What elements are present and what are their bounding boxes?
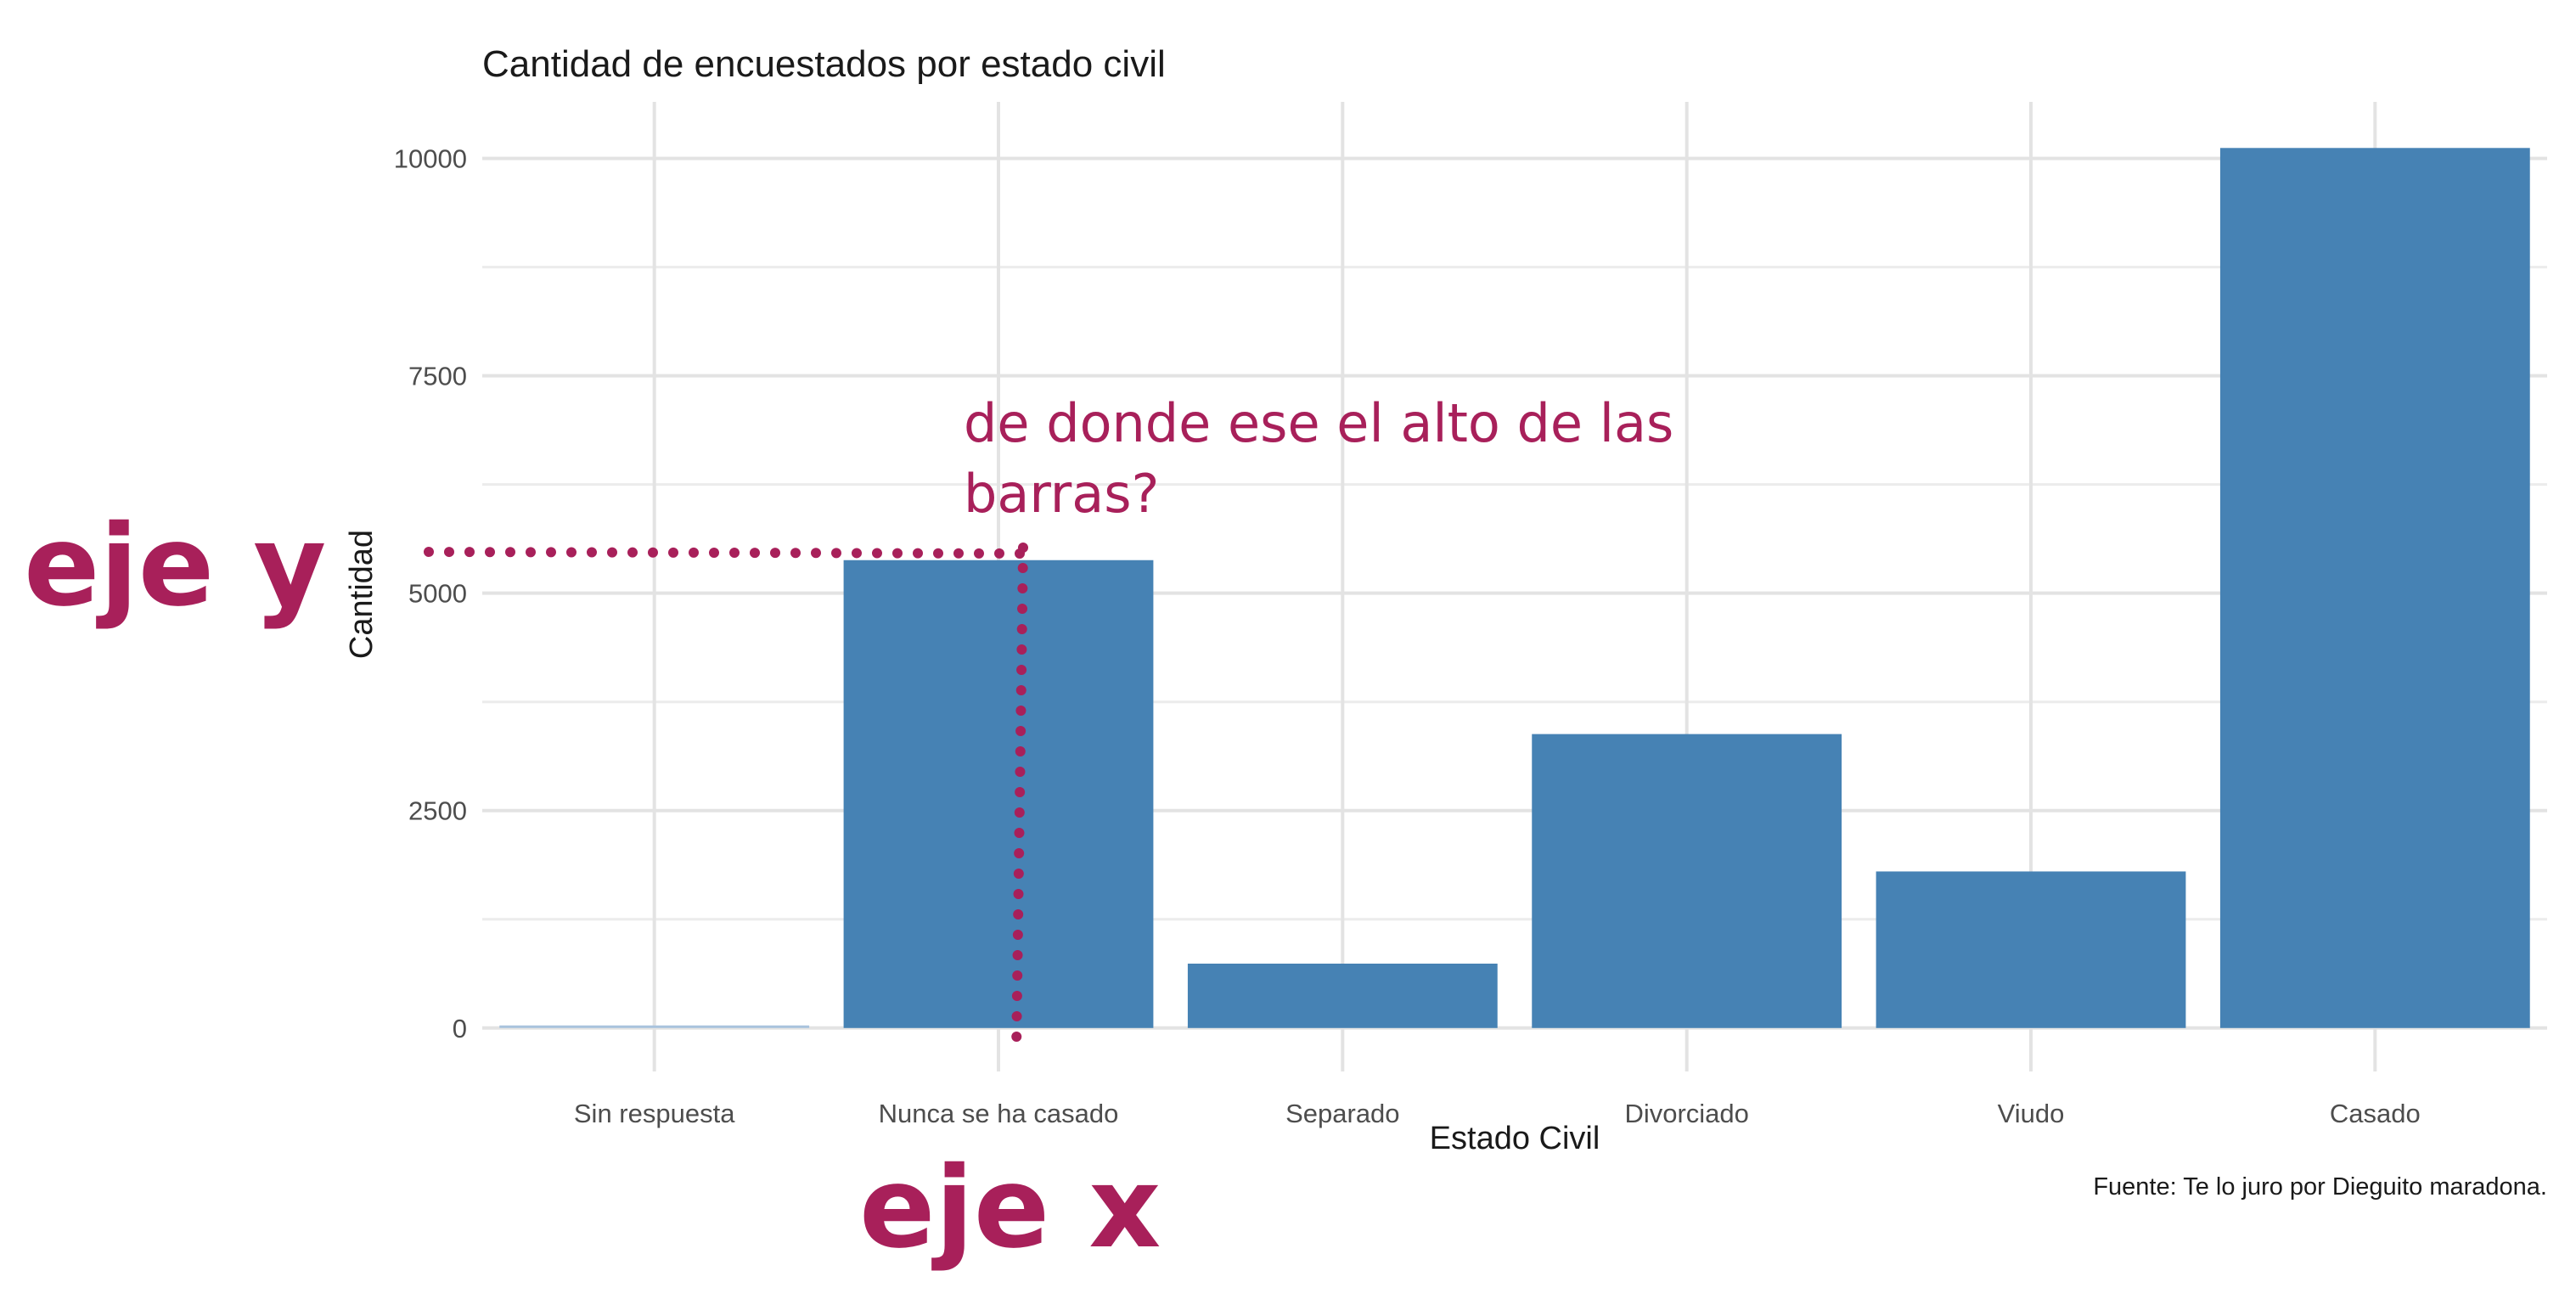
y-guide-dotted-line bbox=[424, 547, 1028, 559]
bar bbox=[499, 1025, 810, 1028]
x-tick-label: Viudo bbox=[1998, 1099, 2065, 1128]
bar bbox=[843, 560, 1154, 1028]
eje-y-annotation: eje y bbox=[24, 501, 326, 632]
x-guide-dotted-line bbox=[1011, 543, 1028, 1058]
eje-x-annotation: eje x bbox=[859, 1143, 1161, 1274]
y-tick-label: 5000 bbox=[408, 579, 467, 609]
x-axis-title: Estado Civil bbox=[1430, 1121, 1600, 1156]
bar-series bbox=[499, 148, 2530, 1028]
x-tick-label: Nunca se ha casado bbox=[879, 1099, 1119, 1128]
minor-gridlines bbox=[482, 266, 2547, 921]
source-caption: Fuente: Te lo juro por Dieguito maradona… bbox=[2093, 1173, 2547, 1201]
x-tick-label: Casado bbox=[2330, 1099, 2421, 1128]
y-tick-label: 2500 bbox=[408, 796, 467, 826]
bar bbox=[1187, 963, 1498, 1028]
bar bbox=[2219, 148, 2530, 1028]
annotation-note-line-2: barras? bbox=[964, 463, 1159, 525]
x-tick-label: Sin respuesta bbox=[574, 1099, 735, 1128]
chart-title: Cantidad de encuestados por estado civil bbox=[482, 43, 1166, 85]
y-tick-label: 7500 bbox=[408, 362, 467, 391]
y-tick-label: 0 bbox=[453, 1014, 467, 1043]
y-axis-title: Cantidad bbox=[344, 530, 380, 659]
y-axis-tick-labels: 0 2500 5000 7500 10000 bbox=[394, 144, 467, 1043]
y-tick-label: 10000 bbox=[394, 144, 467, 174]
bar bbox=[1876, 871, 2186, 1028]
x-tick-label: Divorciado bbox=[1624, 1099, 1748, 1128]
x-tick-label: Separado bbox=[1285, 1099, 1399, 1128]
annotation-note-line-1: de donde ese el alto de las bbox=[964, 392, 1673, 454]
annotation-lines bbox=[424, 543, 1028, 1058]
bar bbox=[1532, 734, 1842, 1028]
x-axis-tick-labels: Sin respuesta Nunca se ha casado Separado D… bbox=[574, 1099, 2421, 1128]
